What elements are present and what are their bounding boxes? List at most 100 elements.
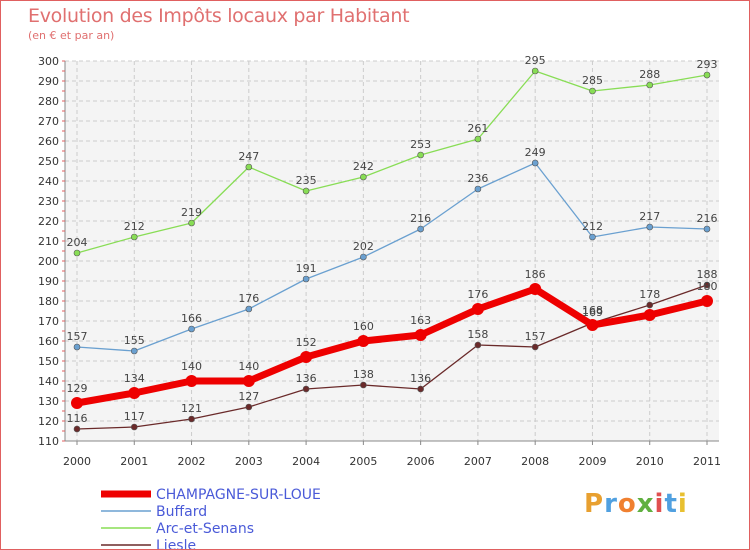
data-label: 217 [639, 210, 660, 223]
axes: 110 120 130 140 150 160 170 180 190 200 210 220 230 2… [38, 55, 721, 468]
x-tick-label: 2008 [521, 455, 549, 468]
x-tick-label: 2004 [292, 455, 320, 468]
data-label: 116 [67, 412, 88, 425]
data-point [417, 225, 424, 233]
data-label: 261 [467, 122, 488, 135]
x-tick-label: 2003 [235, 455, 263, 468]
x-tick-label: 2005 [349, 455, 377, 468]
y-tick-label: 250 [38, 155, 59, 168]
data-point [586, 319, 599, 331]
y-tick-label: 210 [38, 235, 59, 248]
x-tick-label: 2006 [407, 455, 435, 468]
y-tick-label: 170 [38, 315, 59, 328]
data-label: 169 [582, 306, 603, 319]
data-label: 136 [410, 372, 431, 385]
logo-letter: x [636, 489, 655, 519]
data-point [302, 275, 310, 283]
data-point [188, 415, 195, 423]
data-label: 129 [67, 382, 88, 395]
data-point [474, 185, 482, 193]
data-point [245, 163, 253, 171]
data-point [474, 135, 482, 143]
data-label: 293 [697, 58, 718, 71]
legend-label: Liesle [156, 538, 196, 549]
data-label: 247 [238, 150, 259, 163]
series [71, 67, 713, 433]
data-label: 163 [410, 314, 431, 327]
data-label: 186 [525, 268, 546, 281]
data-point [471, 303, 484, 315]
data-point [128, 387, 141, 399]
data-point [703, 225, 711, 233]
data-point [300, 351, 313, 363]
data-label: 191 [296, 262, 317, 275]
data-point [529, 283, 542, 295]
data-label: 219 [181, 206, 202, 219]
data-label: 188 [697, 268, 718, 281]
data-point [302, 187, 310, 195]
y-tick-label: 110 [38, 435, 59, 448]
proxiti-logo: Proxiti [584, 489, 688, 519]
x-tick-label: 2011 [693, 455, 721, 468]
data-point [130, 347, 138, 355]
data-point [417, 385, 424, 393]
data-point [589, 87, 596, 95]
logo-letter: i [677, 489, 688, 519]
logo-letter: P [584, 489, 605, 519]
data-label: 158 [467, 328, 488, 341]
legend-label: Buffard [156, 504, 207, 520]
data-label: 178 [639, 288, 660, 301]
y-tick-label: 280 [38, 95, 59, 108]
data-point [242, 375, 255, 387]
series-line-buffard [76, 162, 708, 352]
legend: CHAMPAGNE-SUR-LOUEBuffardArc-et-SenansLi… [101, 487, 321, 549]
y-tick-label: 300 [38, 55, 59, 68]
data-point [71, 397, 83, 409]
chart-subtitle: (en € et par an) [28, 29, 115, 42]
data-point [185, 375, 198, 387]
x-tick-label: 2002 [178, 455, 206, 468]
data-label: 140 [238, 360, 259, 373]
x-tick-label: 2001 [120, 455, 148, 468]
y-tick-label: 150 [38, 355, 59, 368]
legend-label: Arc-et-Senans [156, 521, 254, 537]
data-label: 242 [353, 160, 374, 173]
data-label: 155 [124, 334, 145, 347]
data-point [531, 343, 539, 351]
data-point [531, 159, 539, 167]
y-tick-label: 120 [38, 415, 59, 428]
logo-letter: i [654, 489, 665, 519]
data-label: 134 [124, 372, 145, 385]
data-label: 157 [67, 330, 88, 343]
plot-area [65, 61, 719, 441]
data-point [357, 335, 370, 347]
data-point [646, 223, 654, 231]
data-label: 136 [296, 372, 317, 385]
data-point [360, 381, 367, 389]
data-label: 176 [467, 288, 488, 301]
y-tick-label: 160 [38, 335, 59, 348]
data-label: 168 [582, 304, 603, 317]
data-label: 117 [124, 410, 145, 423]
data-point [360, 173, 367, 181]
y-tick-label: 140 [38, 375, 59, 388]
data-label: 157 [525, 330, 546, 343]
data-point [474, 341, 482, 349]
x-tick-label: 2010 [636, 455, 664, 468]
data-label: 138 [353, 368, 374, 381]
x-tick-label: 2000 [63, 455, 91, 468]
data-point [245, 403, 253, 411]
data-point [188, 219, 195, 227]
data-labels: 129 134 140 140 152 160 163 176 186 168 180 157 155 1… [67, 54, 718, 425]
y-tick-label: 130 [38, 395, 59, 408]
data-label: 216 [410, 212, 431, 225]
data-label: 249 [525, 146, 546, 159]
logo-letter: t [664, 489, 678, 519]
y-tick-label: 290 [38, 75, 59, 88]
data-label: 160 [353, 320, 374, 333]
data-point [130, 423, 138, 431]
data-point [414, 329, 427, 341]
y-tick-label: 190 [38, 275, 59, 288]
